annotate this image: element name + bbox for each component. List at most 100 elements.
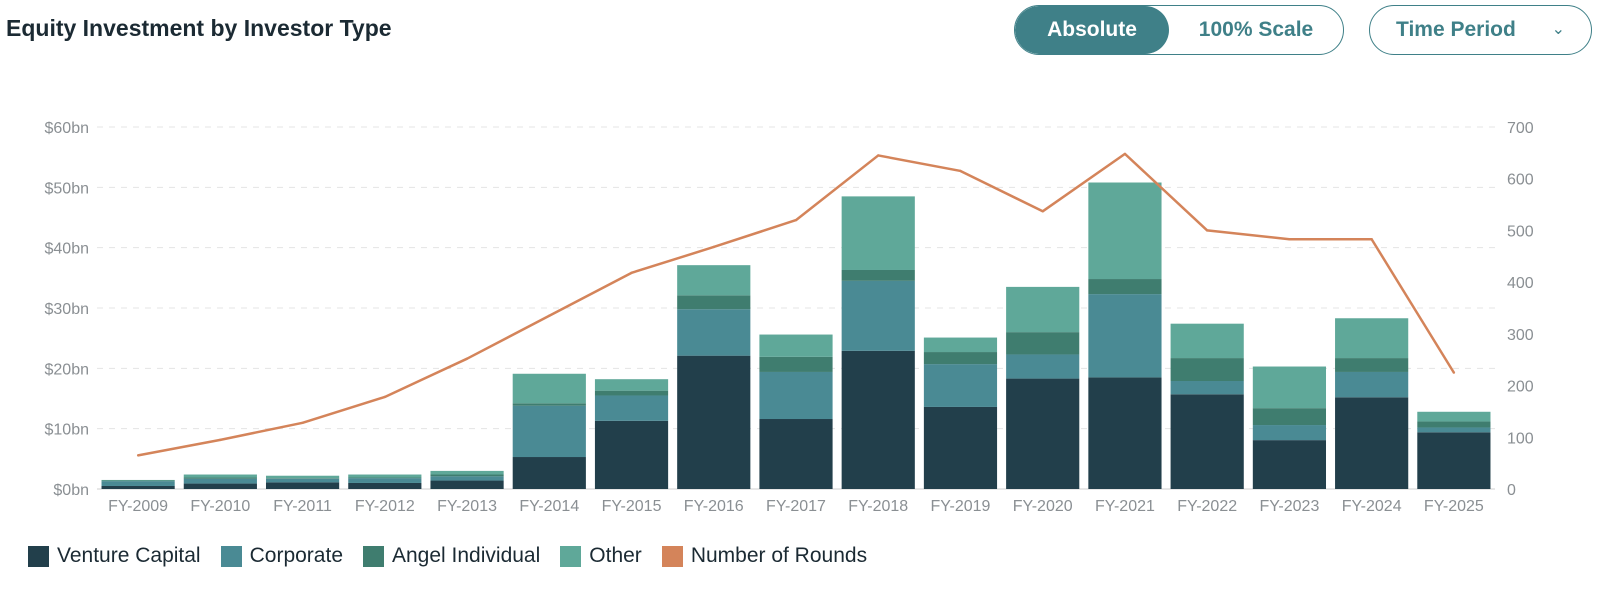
chart-legend: Venture Capital Corporate Angel Individual… <box>28 544 887 568</box>
legend-swatch <box>28 545 49 567</box>
bar-angel-individual <box>265 478 340 479</box>
rounds-point <box>877 154 880 157</box>
bar-angel-individual <box>1252 408 1327 426</box>
legend-label: Corporate <box>249 544 343 567</box>
x-tick-label: FY-2021 <box>1095 498 1155 515</box>
rounds-point <box>465 357 469 360</box>
bar-corporate <box>1088 294 1162 378</box>
bar-venture-capital <box>594 420 669 489</box>
x-tick-label: FY-2012 <box>355 498 415 515</box>
bar-venture-capital <box>101 485 175 489</box>
legend-item-angel-individual[interactable]: Angel Individual <box>363 544 540 568</box>
bar-corporate <box>841 280 915 351</box>
x-tick-label: FY-2009 <box>108 498 168 515</box>
legend-item-venture-capital[interactable]: Venture Capital <box>28 544 201 568</box>
y-right-tick-label: 300 <box>1507 327 1534 344</box>
x-tick-label: FY-2018 <box>848 498 908 515</box>
y-left-tick-label: $0bn <box>53 482 89 499</box>
percent-scale-button[interactable]: 100% Scale <box>1198 18 1314 41</box>
legend-label: Angel Individual <box>392 544 541 567</box>
legend-item-corporate[interactable]: Corporate <box>220 544 343 568</box>
y-left-tick-label: $40bn <box>45 241 90 258</box>
x-tick-label: FY-2023 <box>1259 498 1319 515</box>
bar-corporate <box>430 476 504 481</box>
legend-item-number-of-rounds[interactable]: Number of Rounds <box>661 544 867 568</box>
bar-angel-individual <box>677 295 751 310</box>
bar-angel-individual <box>512 403 586 406</box>
bar-corporate <box>759 371 833 420</box>
y-right-tick-label: 0 <box>1507 482 1516 499</box>
bar-angel-individual <box>101 480 175 482</box>
bar-venture-capital <box>841 350 915 489</box>
bar-venture-capital <box>1170 394 1244 489</box>
bar-corporate <box>1417 427 1491 433</box>
time-period-label: Time Period <box>1396 18 1516 41</box>
legend-label: Other <box>589 544 642 567</box>
rounds-point <box>219 438 222 442</box>
rounds-point <box>959 169 962 173</box>
bar-corporate <box>1006 354 1080 379</box>
rounds-point <box>1288 238 1291 241</box>
bar-other <box>841 196 915 270</box>
legend-swatch <box>560 545 582 567</box>
bar-other <box>430 470 504 475</box>
bar-venture-capital <box>1088 377 1162 489</box>
bar-corporate <box>265 478 340 483</box>
y-right-tick-label: 500 <box>1507 223 1534 240</box>
bar-corporate <box>512 405 586 458</box>
absolute-button[interactable]: Absolute <box>1015 6 1169 54</box>
bar-other <box>1335 318 1409 359</box>
bar-other <box>677 265 751 296</box>
x-tick-label: FY-2016 <box>684 498 744 515</box>
bar-angel-individual <box>1088 279 1162 295</box>
bar-other <box>512 373 586 404</box>
y-left-tick-label: $30bn <box>45 301 90 318</box>
x-tick-label: FY-2013 <box>437 498 497 515</box>
bar-corporate <box>183 478 257 484</box>
bar-angel-individual <box>1170 358 1244 382</box>
bar-other <box>101 479 175 481</box>
bar-other <box>348 474 422 478</box>
bar-angel-individual <box>594 390 669 396</box>
y-right-tick-label: 400 <box>1507 275 1534 292</box>
y-left-tick-label: $50bn <box>45 180 90 197</box>
rounds-point <box>712 245 715 249</box>
scale-toggle[interactable]: Absolute 100% Scale <box>1014 5 1344 55</box>
bar-venture-capital <box>923 406 998 489</box>
time-period-dropdown[interactable]: Time Period ⌄ <box>1369 5 1592 55</box>
legend-item-other[interactable]: Other <box>560 544 642 568</box>
x-tick-label: FY-2014 <box>519 498 579 515</box>
bar-other <box>265 475 340 479</box>
rounds-point <box>548 314 551 317</box>
chart-title: Equity Investment by Investor Type <box>6 15 392 41</box>
bar-other <box>1088 182 1162 280</box>
bar-corporate <box>594 395 669 421</box>
bar-angel-individual <box>841 269 915 281</box>
chevron-down-icon: ⌄ <box>1551 21 1565 38</box>
bar-corporate <box>1252 425 1327 441</box>
rounds-point <box>630 271 633 275</box>
bar-angel-individual <box>759 356 833 372</box>
y-left-tick-label: $60bn <box>45 120 90 137</box>
rounds-point <box>1452 371 1456 374</box>
bar-other <box>1252 366 1327 409</box>
x-tick-label: FY-2025 <box>1424 498 1484 515</box>
bar-venture-capital <box>512 457 586 489</box>
x-tick-label: FY-2024 <box>1342 498 1402 515</box>
y-left-tick-label: $10bn <box>45 422 90 439</box>
bar-other <box>759 334 833 357</box>
rounds-point <box>1123 152 1127 156</box>
bar-venture-capital <box>677 355 751 489</box>
y-right-tick-label: 600 <box>1507 172 1534 189</box>
bar-venture-capital <box>1252 440 1327 489</box>
legend-swatch <box>220 545 242 567</box>
bar-corporate <box>348 478 422 483</box>
bar-corporate <box>1170 381 1244 395</box>
bar-venture-capital <box>1006 378 1080 489</box>
x-tick-label: FY-2010 <box>190 498 250 515</box>
bar-venture-capital <box>1335 397 1409 489</box>
bar-corporate <box>1335 371 1409 398</box>
bar-venture-capital <box>265 482 340 489</box>
y-right-tick-label: 100 <box>1507 430 1534 447</box>
